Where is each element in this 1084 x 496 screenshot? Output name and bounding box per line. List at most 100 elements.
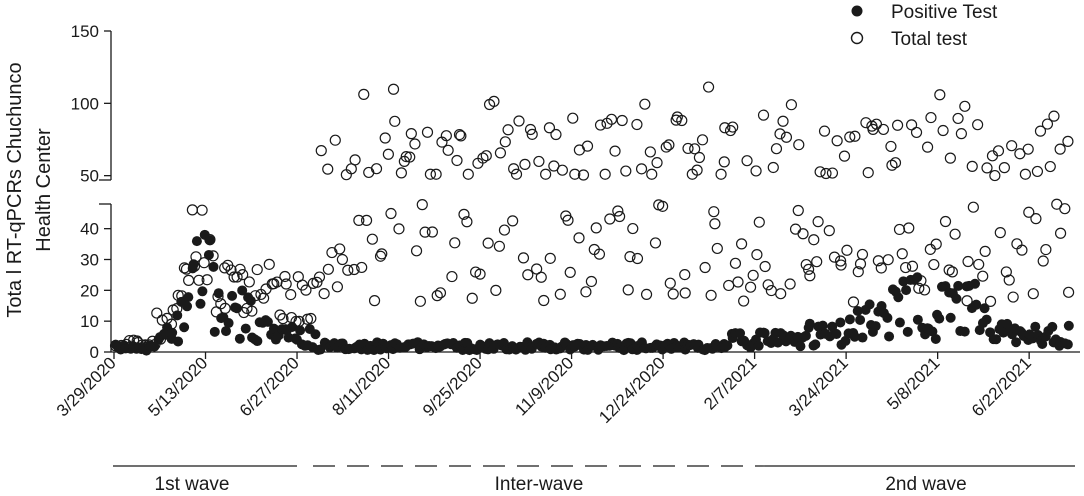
y-tick-label: 0 xyxy=(90,343,99,362)
positive-test-point xyxy=(1063,320,1074,331)
total-test-point xyxy=(1054,143,1066,155)
total-test-point xyxy=(844,131,856,143)
total-test-point xyxy=(820,167,832,180)
positive-test-point xyxy=(227,290,238,301)
positive-test-point xyxy=(209,326,220,337)
total-test-point xyxy=(251,263,263,276)
total-test-point xyxy=(875,262,887,274)
y-tick-label: 30 xyxy=(80,251,99,270)
total-test-point xyxy=(519,158,531,170)
total-test-point xyxy=(225,264,237,276)
total-test-point xyxy=(540,168,552,180)
total-test-point xyxy=(300,284,312,296)
total-test-point xyxy=(667,288,679,300)
positive-test-point xyxy=(991,334,1002,345)
positive-test-point xyxy=(894,317,905,328)
total-test-point xyxy=(395,167,407,179)
positive-test-point xyxy=(934,313,945,324)
positive-test-point xyxy=(722,340,733,351)
total-test-point xyxy=(789,223,802,235)
total-test-point xyxy=(243,276,255,288)
total-test-point xyxy=(474,268,486,280)
total-test-point xyxy=(404,151,416,163)
total-test-point xyxy=(934,89,946,101)
positive-test-point xyxy=(981,314,992,325)
positive-test-point xyxy=(810,339,821,350)
total-test-point xyxy=(405,128,417,140)
total-test-point xyxy=(1062,135,1074,147)
total-test-point xyxy=(826,167,839,179)
total-test-point xyxy=(431,290,443,302)
total-test-point xyxy=(442,144,454,156)
total-test-point xyxy=(554,288,566,300)
total-test-point xyxy=(812,216,824,228)
positive-test-point xyxy=(979,303,990,314)
total-test-point xyxy=(811,256,823,268)
y-axis: 0 10 20 30 40 50 100 150 xyxy=(71,22,112,362)
x-tick-label: 6/27/2020 xyxy=(236,353,303,420)
total-test-point xyxy=(744,281,757,293)
period-label-1st-wave: 1st wave xyxy=(155,474,230,495)
legend-total-marker xyxy=(850,31,864,45)
total-test-point xyxy=(750,165,762,177)
total-test-point xyxy=(594,119,607,131)
positive-test-point xyxy=(1030,321,1041,332)
total-test-point xyxy=(818,125,831,137)
total-test-point xyxy=(538,294,550,307)
total-test-point xyxy=(277,313,289,325)
positive-test-point xyxy=(295,325,306,336)
total-test-point xyxy=(620,165,632,177)
total-test-point xyxy=(387,83,400,95)
total-test-point xyxy=(573,232,585,244)
positive-test-point xyxy=(959,326,970,337)
total-test-point xyxy=(747,269,759,281)
total-test-point xyxy=(984,295,997,307)
period-bar: 1st wave Inter-wave 2nd wave xyxy=(113,465,1075,495)
total-test-point xyxy=(635,163,648,175)
total-test-point xyxy=(928,258,940,271)
positive-test-point xyxy=(970,278,981,289)
total-test-point xyxy=(274,309,286,321)
total-test-point xyxy=(959,100,971,112)
total-test-point xyxy=(992,145,1005,157)
positive-test-point xyxy=(1062,339,1073,350)
total-test-point xyxy=(389,115,401,127)
total-test-point xyxy=(792,204,804,217)
total-test-point xyxy=(1030,213,1042,225)
positive-test-point xyxy=(1011,337,1022,348)
positive-test-point xyxy=(240,323,251,334)
total-test-point xyxy=(424,168,437,180)
x-tick-label: 11/9/2020 xyxy=(511,353,577,419)
total-test-point xyxy=(605,113,618,125)
total-test-point xyxy=(735,238,748,250)
y-axis-title-line-1: Tota l RT-qPCRs Chuchunco xyxy=(4,62,26,317)
total-test-point xyxy=(1037,255,1049,267)
total-test-point xyxy=(741,155,753,167)
total-test-point xyxy=(219,262,231,274)
total-test-point xyxy=(360,214,373,226)
total-test-point xyxy=(862,166,874,179)
total-test-point xyxy=(886,159,898,171)
total-test-point xyxy=(925,111,937,124)
positive-test-point xyxy=(237,285,248,296)
total-test-point xyxy=(353,214,365,226)
total-test-point xyxy=(410,245,423,257)
total-test-point xyxy=(1000,266,1012,278)
total-test-point xyxy=(186,204,198,216)
total-test-point xyxy=(426,226,438,238)
positive-test-point xyxy=(927,326,938,337)
total-test-point xyxy=(313,271,326,283)
total-test-point xyxy=(577,169,590,181)
total-test-point xyxy=(616,114,628,127)
total-test-point xyxy=(831,135,843,147)
total-test-point xyxy=(624,251,636,263)
total-test-point xyxy=(696,134,709,146)
y-axis-title: Tota l RT-qPCRs Chuchunco Health Center xyxy=(4,62,55,317)
total-test-point xyxy=(906,260,919,272)
total-test-point xyxy=(955,128,967,140)
positive-test-point xyxy=(223,318,234,329)
positive-test-point xyxy=(855,314,866,325)
total-test-point xyxy=(477,152,489,164)
positive-test-point xyxy=(759,328,770,339)
total-test-point xyxy=(419,226,431,238)
